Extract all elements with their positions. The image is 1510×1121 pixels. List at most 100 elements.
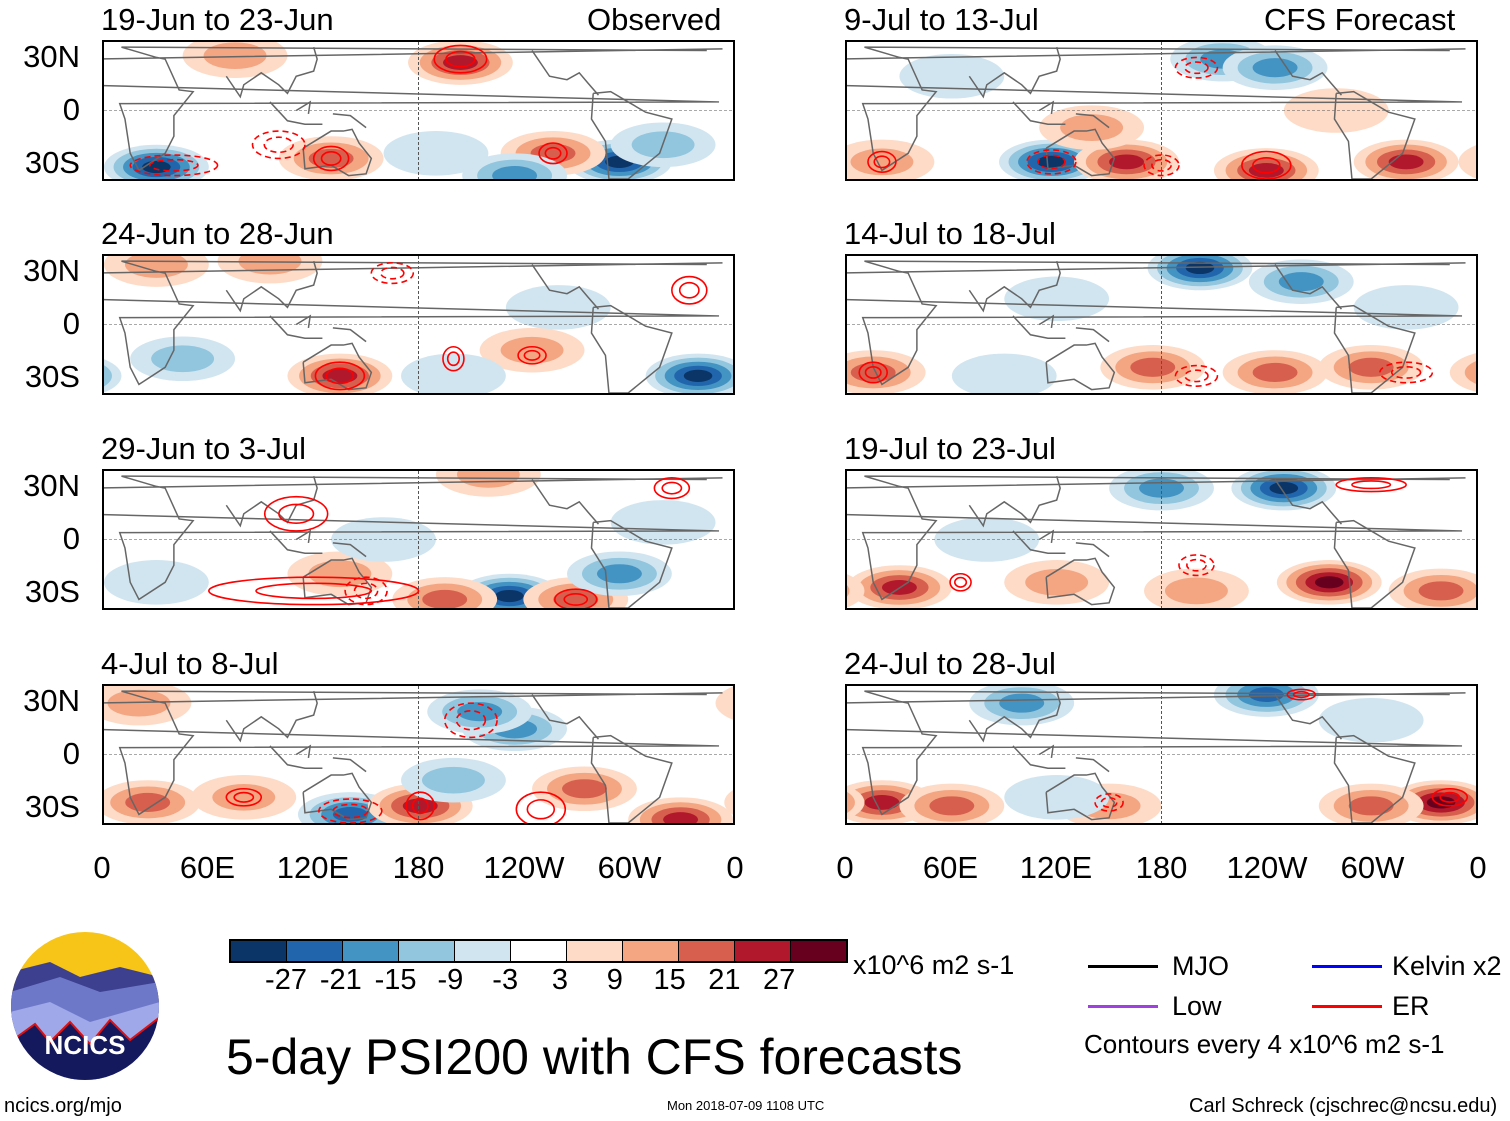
coastline [1039, 531, 1053, 543]
coastline [333, 758, 366, 772]
er-contour [253, 131, 305, 158]
colorbar [229, 939, 848, 963]
anomaly-fill [1025, 568, 1089, 596]
anomaly-fill [683, 369, 713, 382]
coastline [532, 480, 598, 525]
kelvin-line-icon [1312, 965, 1382, 968]
colorbar-tick: 21 [708, 964, 741, 996]
er-contour [234, 793, 253, 802]
colorbar-swatch [343, 941, 399, 961]
map-panel [845, 469, 1478, 610]
coastline [1076, 328, 1109, 342]
coastline [1076, 758, 1109, 772]
lat-tick-label: 0 [62, 306, 80, 341]
coastline [1013, 102, 1065, 124]
er-contour [226, 789, 261, 806]
panel-title: 24-Jun to 28-Jun [101, 216, 334, 251]
coastline [1013, 531, 1065, 553]
er-contour [524, 351, 539, 360]
panel-title: 9-Jul to 13-Jul [844, 2, 1039, 37]
coastline [104, 47, 723, 170]
low-line-icon [1088, 1005, 1158, 1008]
coastline [1013, 316, 1065, 338]
colorbar-swatch [623, 941, 679, 961]
lon-tick-label: 60W [597, 850, 662, 885]
lon-tick-label: 0 [726, 850, 744, 885]
legend-mjo: MJO [1172, 951, 1229, 981]
er-contour [345, 577, 387, 604]
map-panel [845, 684, 1478, 825]
anomaly-fill [203, 42, 267, 70]
coastline [847, 47, 1466, 170]
lat-tick-label: 30S [24, 574, 80, 609]
er-contour [1253, 158, 1280, 173]
coastline [1334, 92, 1414, 179]
anomaly-fill [1388, 154, 1424, 170]
er-contour [209, 577, 419, 604]
map-panel [102, 684, 735, 825]
anomaly-fill [1449, 353, 1476, 392]
anomaly-fill [308, 560, 372, 588]
coastline [591, 521, 671, 608]
anomaly-fill [1278, 272, 1324, 292]
lat-tick-label: 0 [62, 521, 80, 556]
figure-title: 5-day PSI200 with CFS forecasts [226, 1029, 963, 1085]
footer-url[interactable]: ncics.org/mjo [4, 1095, 122, 1117]
coastline [1046, 129, 1114, 175]
mjo-line-icon [1088, 965, 1158, 968]
anomaly-fill [999, 693, 1045, 713]
colorbar-swatch [511, 941, 567, 961]
er-contour [333, 804, 368, 817]
coastline [1334, 521, 1414, 608]
er-contour [434, 45, 486, 72]
coastline [969, 261, 1060, 311]
colorbar-swatch [455, 941, 511, 961]
coastline [1275, 51, 1341, 96]
er-line-icon [1312, 1005, 1382, 1008]
er-contour [1095, 794, 1123, 811]
anomaly-fill [1109, 154, 1145, 170]
lon-tick-label: 180 [1135, 850, 1188, 885]
coastline [1013, 746, 1065, 768]
coastline [333, 114, 366, 128]
coastline [296, 316, 310, 328]
er-contour [866, 367, 881, 378]
anomaly-fill [1348, 796, 1394, 816]
colorbar-tick: 3 [551, 964, 569, 996]
lon-tick-label: 0 [1469, 850, 1487, 885]
map-panel [845, 254, 1478, 395]
lon-tick-label: 120E [276, 850, 350, 885]
anomaly-fill [442, 55, 478, 70]
er-contour [1336, 478, 1406, 492]
anomaly-fill [663, 812, 699, 823]
anomaly-fill [383, 131, 489, 176]
panel-title: 19-Jul to 23-Jul [844, 431, 1056, 466]
er-contour [672, 277, 707, 304]
coastline [532, 265, 598, 310]
map-panel [102, 40, 735, 181]
anomaly-fill [1248, 687, 1284, 702]
coastline [296, 531, 310, 543]
coastline [303, 558, 371, 604]
coastline [847, 476, 1466, 599]
anomaly-fill [847, 574, 865, 608]
anomaly-fill [610, 500, 716, 545]
anomaly-fill [1060, 114, 1124, 141]
anomaly-fill [422, 589, 468, 608]
forecast-label: CFS Forecast [1264, 2, 1456, 37]
er-contour [314, 146, 349, 170]
er-contour [1294, 692, 1309, 698]
coastline [296, 102, 310, 114]
lat-tick-label: 0 [62, 736, 80, 771]
er-contour [279, 504, 314, 523]
coastline [847, 691, 1466, 814]
ncics-logo: NCICS [11, 932, 159, 1080]
coastline [1039, 316, 1053, 328]
anomaly-fill [492, 166, 538, 179]
coastline [226, 261, 317, 311]
anomaly-fill [1318, 697, 1424, 743]
lat-tick-label: 30S [24, 789, 80, 824]
er-contour [1242, 152, 1291, 179]
er-contour [1287, 689, 1315, 699]
